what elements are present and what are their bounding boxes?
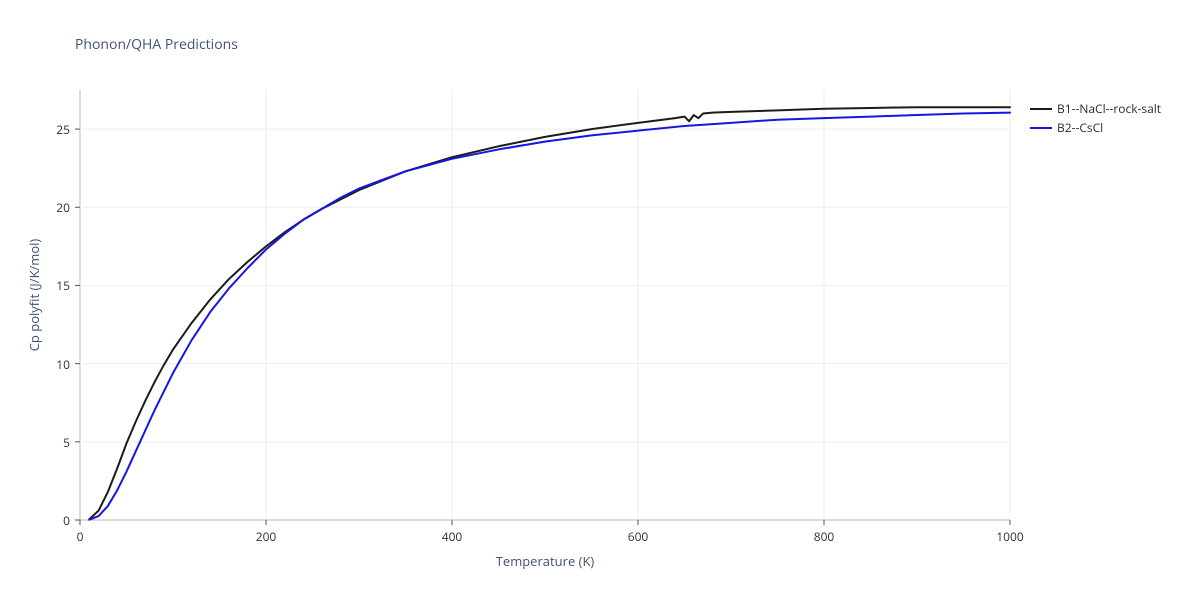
y-tick-label: 25: [56, 121, 70, 138]
x-tick-label: 800: [809, 528, 839, 545]
legend-item[interactable]: B1--NaCl--rock-salt: [1030, 100, 1161, 117]
series-line: [89, 107, 1010, 519]
x-axis-label: Temperature (K): [80, 552, 1010, 570]
plot-area: [0, 0, 1200, 600]
y-tick-label: 10: [56, 356, 70, 373]
y-tick-label: 5: [63, 434, 70, 451]
x-tick-label: 0: [65, 528, 95, 545]
x-tick-label: 600: [623, 528, 653, 545]
y-axis-label: Cp polyfit (J/K/mol): [25, 170, 43, 420]
y-tick-label: 0: [63, 512, 70, 529]
x-tick-label: 200: [251, 528, 281, 545]
chart-container: Phonon/QHA Predictions 02004006008001000…: [0, 0, 1200, 600]
x-tick-label: 1000: [995, 528, 1025, 545]
legend-label: B1--NaCl--rock-salt: [1057, 100, 1161, 117]
legend: B1--NaCl--rock-salt B2--CsCl: [1030, 100, 1161, 138]
legend-item[interactable]: B2--CsCl: [1030, 119, 1161, 136]
series-line: [89, 113, 1010, 520]
y-tick-label: 15: [56, 277, 70, 294]
legend-swatch: [1030, 108, 1052, 110]
y-tick-label: 20: [56, 199, 70, 216]
x-tick-label: 400: [437, 528, 467, 545]
legend-label: B2--CsCl: [1057, 119, 1103, 136]
legend-swatch: [1030, 127, 1052, 129]
